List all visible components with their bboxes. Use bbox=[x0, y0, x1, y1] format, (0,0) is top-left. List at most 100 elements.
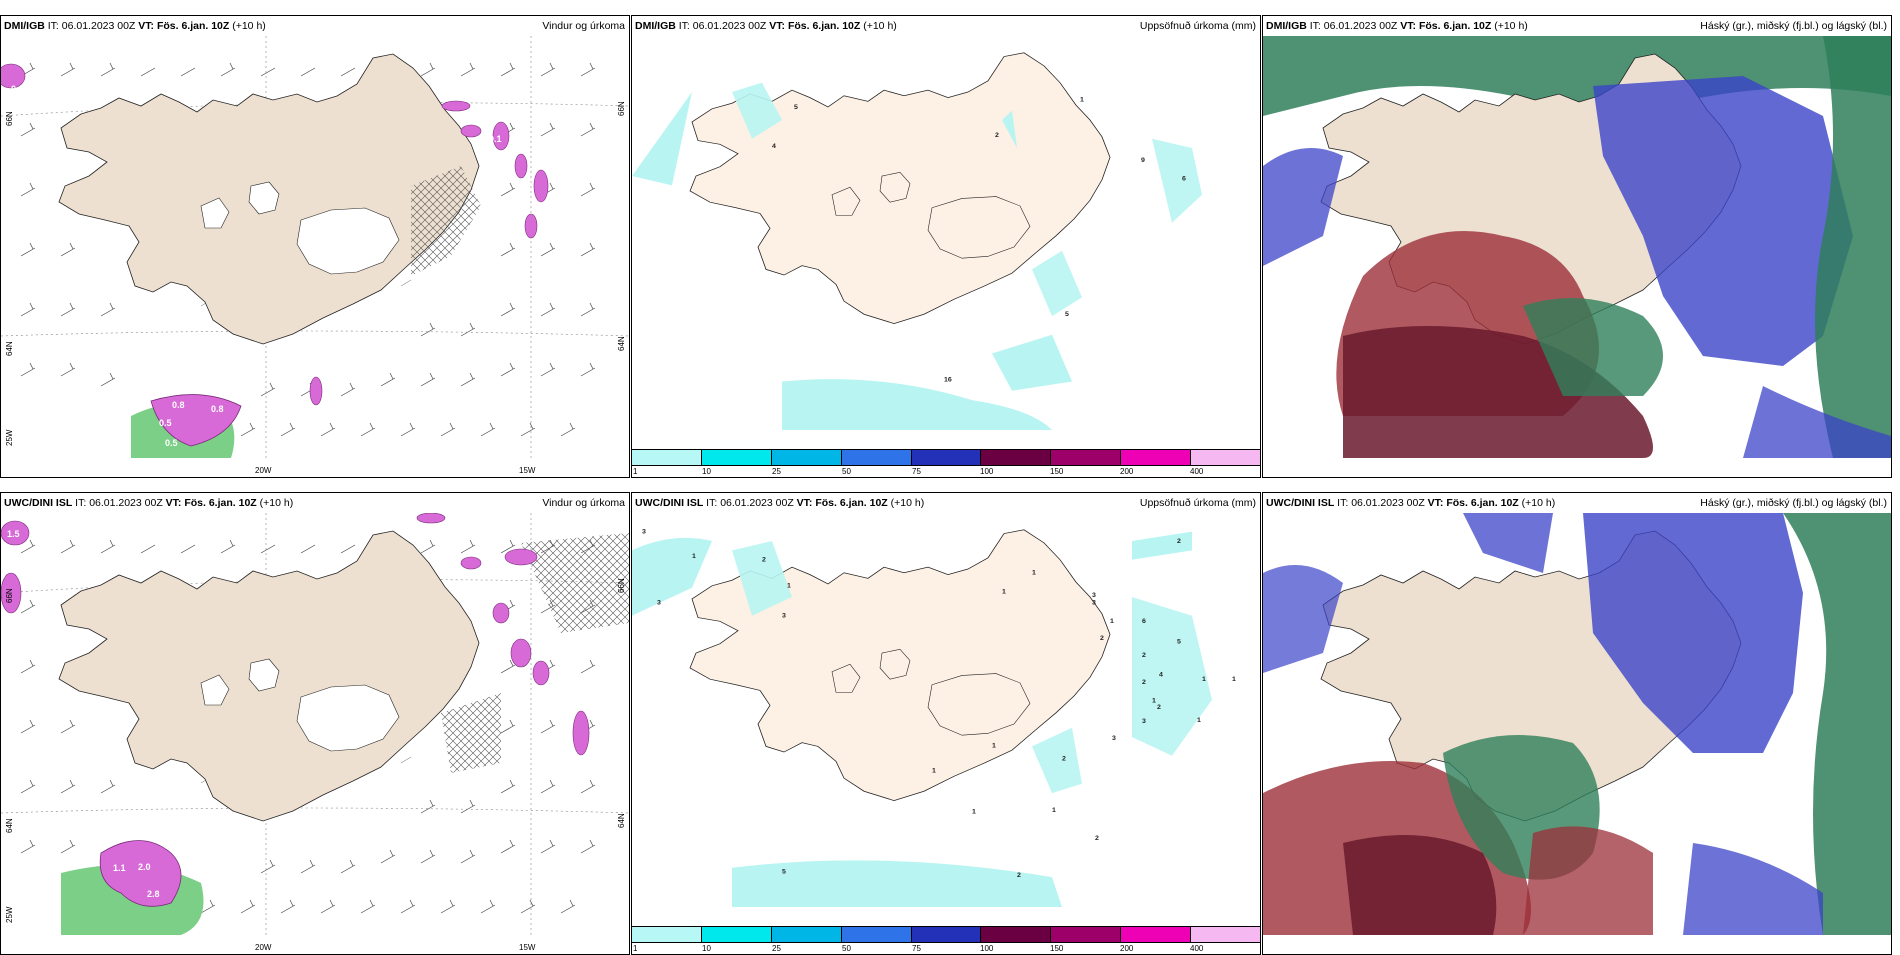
valid-time: Fös. 6.jan. 10Z bbox=[156, 20, 230, 32]
precip-value-label: 3 bbox=[782, 613, 786, 620]
model-source: DMI/IGB bbox=[1266, 20, 1307, 32]
legend-swatch bbox=[771, 927, 842, 942]
map-area[interactable]: 1 2 5 4 9 6 5 16 bbox=[632, 36, 1260, 430]
legend-swatch bbox=[911, 927, 982, 942]
model-source: UWC/DINI ISL bbox=[4, 497, 73, 509]
legend-swatch bbox=[632, 450, 702, 465]
model-source: UWC/DINI ISL bbox=[635, 497, 704, 509]
precip-value-label: 1 bbox=[787, 583, 791, 590]
latitude-label: 64N bbox=[617, 813, 626, 828]
precip-value-label: 6 bbox=[1142, 618, 1146, 625]
precip-value-label: 3 bbox=[1092, 592, 1096, 599]
precip-value-label: 5 bbox=[794, 104, 798, 111]
legend-swatch bbox=[771, 450, 842, 465]
map-area[interactable] bbox=[1263, 513, 1891, 935]
precip-value-label: 2 bbox=[1100, 635, 1104, 642]
precip-value-label: 1 bbox=[1080, 97, 1084, 104]
panel-title: Háský (gr.), miðský (fj.bl.) og lágský (… bbox=[1700, 20, 1887, 32]
precip-value-label: 1 bbox=[1052, 807, 1056, 814]
legend-tick: 200 bbox=[1120, 944, 1134, 953]
legend-swatch bbox=[701, 927, 772, 942]
precip-value-label: 1 bbox=[972, 809, 976, 816]
precip-value-label: 0.1 bbox=[489, 134, 502, 144]
lead-time: (+10 h) bbox=[259, 497, 294, 509]
precip-value-label: 9 bbox=[1141, 157, 1145, 164]
valid-label: VT: bbox=[796, 497, 813, 509]
precip-value-label: 4 bbox=[1159, 672, 1163, 679]
precip-value-label: 2 bbox=[1142, 679, 1146, 686]
legend-swatch bbox=[981, 927, 1052, 942]
panel-title: Uppsöfnuð úrkoma (mm) bbox=[1139, 497, 1256, 509]
init-label: IT: bbox=[706, 497, 718, 509]
precip-color-legend: 1 10 25 50 75 100 150 200 400 bbox=[632, 449, 1260, 477]
latitude-label: 66N bbox=[5, 588, 14, 603]
precip-value-label: 1 bbox=[1152, 698, 1156, 705]
panel-clouds-dmi: DMI/IGB IT: 06.01.2023 00Z VT: Fös. 6.ja… bbox=[1262, 15, 1892, 478]
precip-value-label: 1 bbox=[1202, 676, 1206, 683]
precip-value-label: 3 bbox=[657, 600, 661, 607]
lead-time: (+10 h) bbox=[890, 497, 925, 509]
legend-tick: 25 bbox=[772, 944, 781, 953]
panel-header: UWC/DINI ISL IT: 06.01.2023 00Z VT: Fös.… bbox=[1263, 493, 1891, 513]
precip-value-label: 0.4 bbox=[11, 84, 24, 94]
precip-value-label: 1 bbox=[932, 768, 936, 775]
panel-title: Háský (gr.), miðský (fj.bl.) og lágský (… bbox=[1700, 497, 1887, 509]
latitude-label: 64N bbox=[5, 818, 14, 833]
panel-header: UWC/DINI ISL IT: 06.01.2023 00Z VT: Fös.… bbox=[1, 493, 629, 513]
legend-swatch bbox=[1121, 450, 1192, 465]
precip-value-label: 0.5 bbox=[165, 438, 178, 448]
legend-swatch bbox=[911, 450, 982, 465]
precip-value-label: 0.8 bbox=[172, 400, 185, 410]
precip-value-label: 3 bbox=[1112, 735, 1116, 742]
legend-tick: 100 bbox=[980, 944, 994, 953]
legend-tick: 75 bbox=[912, 467, 921, 476]
precip-value-label: 5 bbox=[1065, 311, 1069, 318]
longitude-edge-label: 25W bbox=[5, 906, 14, 923]
panel-title: Vindur og úrkoma bbox=[542, 20, 625, 32]
lead-time: (+10 h) bbox=[232, 20, 266, 32]
init-label: IT: bbox=[1337, 497, 1349, 509]
map-area[interactable]: 1.1 2.0 2.8 1.5 bbox=[1, 513, 629, 935]
init-time: 06.01.2023 00Z bbox=[61, 20, 136, 32]
legend-tick: 150 bbox=[1050, 944, 1064, 953]
legend-swatch bbox=[841, 927, 912, 942]
panel-title: Uppsöfnuð úrkoma (mm) bbox=[1139, 20, 1256, 32]
init-label: IT: bbox=[678, 20, 690, 32]
lead-time: (+10 h) bbox=[863, 20, 897, 32]
map-area[interactable]: 3 1 3 2 1 3 3 1 1 1 2 3 6 2 5 2 4 1 1 2 bbox=[632, 513, 1260, 907]
legend-swatch bbox=[1121, 927, 1192, 942]
valid-time: Fös. 6.jan. 10Z bbox=[1418, 20, 1492, 32]
panel-wind-precip-uwc: UWC/DINI ISL IT: 06.01.2023 00Z VT: Fös.… bbox=[0, 492, 630, 955]
precip-value-label: 1.5 bbox=[7, 529, 20, 539]
precip-value-label: 2 bbox=[1177, 538, 1181, 545]
precip-value-label: 3 bbox=[1092, 600, 1096, 607]
model-source: UWC/DINI ISL bbox=[1266, 497, 1335, 509]
precip-value-label: 16 bbox=[944, 377, 952, 384]
panel-header: DMI/IGB IT: 06.01.2023 00Z VT: Fös. 6.ja… bbox=[1263, 16, 1891, 36]
panel-accum-precip-dmi: DMI/IGB IT: 06.01.2023 00Z VT: Fös. 6.ja… bbox=[631, 15, 1261, 478]
legend-tick: 1 bbox=[633, 467, 638, 476]
longitude-label: 15W bbox=[519, 466, 536, 475]
precip-value-label: 1 bbox=[992, 743, 996, 750]
valid-time: Fös. 6.jan. 10Z bbox=[787, 20, 861, 32]
longitude-label: 20W bbox=[255, 943, 272, 952]
precip-value-label: 1 bbox=[1110, 618, 1114, 625]
precip-value-label: 2 bbox=[762, 557, 766, 564]
legend-tick: 400 bbox=[1190, 944, 1204, 953]
precip-value-label: 2.8 bbox=[147, 889, 160, 899]
legend-tick: 10 bbox=[702, 944, 711, 953]
latitude-label: 66N bbox=[617, 101, 626, 116]
precip-value-label: 2 bbox=[995, 132, 999, 139]
precip-value-label: 2.0 bbox=[138, 862, 151, 872]
model-source: DMI/IGB bbox=[4, 20, 45, 32]
precip-value-label: 1 bbox=[1197, 717, 1201, 724]
valid-time: Fös. 6.jan. 10Z bbox=[815, 497, 888, 509]
precip-value-label: 3 bbox=[1142, 718, 1146, 725]
precip-value-label: 3 bbox=[642, 529, 646, 536]
legend-tick: 100 bbox=[980, 467, 994, 476]
lead-time: (+10 h) bbox=[1494, 20, 1528, 32]
precip-value-label: 2 bbox=[1095, 835, 1099, 842]
map-area[interactable]: 0.8 0.8 0.5 0.5 0.4 0.1 bbox=[1, 36, 629, 458]
map-area[interactable] bbox=[1263, 36, 1891, 458]
panel-header: DMI/IGB IT: 06.01.2023 00Z VT: Fös. 6.ja… bbox=[632, 16, 1260, 36]
